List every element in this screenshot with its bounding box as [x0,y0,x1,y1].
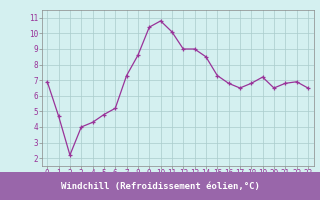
Text: Windchill (Refroidissement éolien,°C): Windchill (Refroidissement éolien,°C) [60,182,260,190]
